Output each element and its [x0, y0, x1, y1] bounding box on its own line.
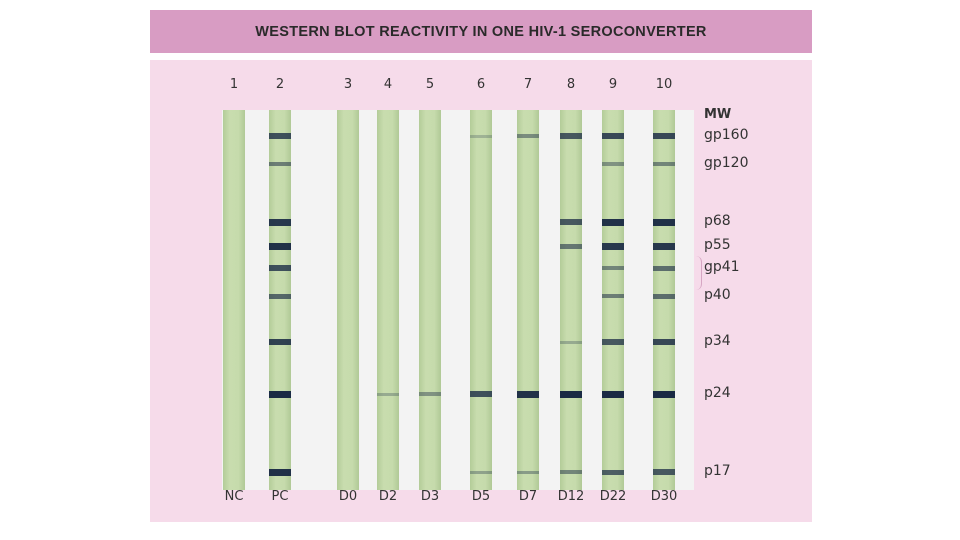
band-p17	[517, 470, 539, 474]
western-blot-figure: WESTERN BLOT REACTIVITY IN ONE HIV-1 SER…	[150, 10, 812, 522]
band-p24	[602, 390, 624, 398]
band-p55	[560, 243, 582, 249]
band-gp160	[653, 133, 675, 139]
lane-number: 5	[425, 77, 435, 92]
band-p68	[560, 219, 582, 225]
blot-strip	[377, 110, 399, 490]
lane-number: 7	[523, 77, 533, 92]
band-gp160	[560, 133, 582, 139]
band-p17	[602, 469, 624, 475]
band-p17	[269, 468, 291, 476]
blot-strip	[419, 110, 441, 490]
band-p17	[470, 470, 492, 474]
band-gp120	[269, 162, 291, 166]
band-p24	[653, 390, 675, 398]
lane-code: PC	[271, 489, 289, 504]
band-p55	[602, 242, 624, 250]
band-gp120	[602, 162, 624, 166]
lane-code: D3	[420, 489, 440, 504]
blot-strip	[269, 110, 291, 490]
figure-title: WESTERN BLOT REACTIVITY IN ONE HIV-1 SER…	[255, 23, 707, 40]
band-gp160	[517, 134, 539, 138]
blot-panel: 1 2 3 4 5 6 7 8 9 10 NC PC D0 D2 D3 D5 D7 D12 D22 D30 MW g…	[150, 60, 812, 522]
mw-label-gp160: gp160	[704, 127, 749, 143]
gp41-bracket	[696, 256, 702, 290]
mw-label-p68: p68	[704, 213, 731, 229]
lane-number: 6	[476, 77, 486, 92]
lane-number: 3	[343, 77, 353, 92]
band-p17	[653, 469, 675, 475]
band-gp160	[602, 133, 624, 139]
blot-strip	[470, 110, 492, 490]
lane-code: D5	[471, 489, 491, 504]
band-gp160	[470, 134, 492, 138]
band-p40	[653, 293, 675, 299]
lane-number: 9	[608, 77, 618, 92]
mw-label-p34: p34	[704, 333, 731, 349]
band-p68	[269, 218, 291, 226]
blot-strip	[560, 110, 582, 490]
title-bar: WESTERN BLOT REACTIVITY IN ONE HIV-1 SER…	[150, 10, 812, 53]
mw-label-p24: p24	[704, 385, 731, 401]
blot-strip	[337, 110, 359, 490]
band-p24	[377, 392, 399, 396]
lane-code: D0	[338, 489, 358, 504]
band-p34	[560, 340, 582, 344]
mw-label-p55: p55	[704, 237, 731, 253]
band-p55	[269, 242, 291, 250]
band-p24	[470, 391, 492, 397]
blot-area	[222, 110, 694, 490]
blot-strip	[602, 110, 624, 490]
band-gp41	[602, 266, 624, 270]
band-p24	[269, 390, 291, 398]
blot-strip	[653, 110, 675, 490]
mw-label-p17: p17	[704, 463, 731, 479]
lane-number: 8	[566, 77, 576, 92]
band-p34	[602, 339, 624, 345]
mw-label-p40: p40	[704, 287, 731, 303]
band-p24	[517, 390, 539, 398]
band-p55	[653, 242, 675, 250]
band-gp120	[653, 162, 675, 166]
band-p68	[602, 218, 624, 226]
band-p34	[269, 339, 291, 345]
lane-number: 10	[655, 77, 673, 92]
lane-code: D22	[599, 489, 627, 504]
mw-label-gp120: gp120	[704, 155, 749, 171]
band-p34	[653, 339, 675, 345]
band-p40	[269, 293, 291, 299]
band-p24	[419, 392, 441, 396]
band-gp41	[653, 265, 675, 271]
lane-code: D2	[378, 489, 398, 504]
lane-code: NC	[224, 489, 244, 504]
lane-number: 1	[229, 77, 239, 92]
band-gp41	[269, 265, 291, 271]
band-p24	[560, 390, 582, 398]
mw-label-gp41: gp41	[704, 259, 740, 275]
blot-strip	[223, 110, 245, 490]
lane-code: D12	[557, 489, 585, 504]
lane-number: 2	[275, 77, 285, 92]
lane-code: D7	[518, 489, 538, 504]
band-p68	[653, 218, 675, 226]
lane-code: D30	[650, 489, 678, 504]
blot-strip	[517, 110, 539, 490]
lane-number: 4	[383, 77, 393, 92]
band-p17	[560, 470, 582, 474]
band-p40	[602, 294, 624, 298]
mw-title: MW	[704, 107, 732, 122]
band-gp160	[269, 133, 291, 139]
